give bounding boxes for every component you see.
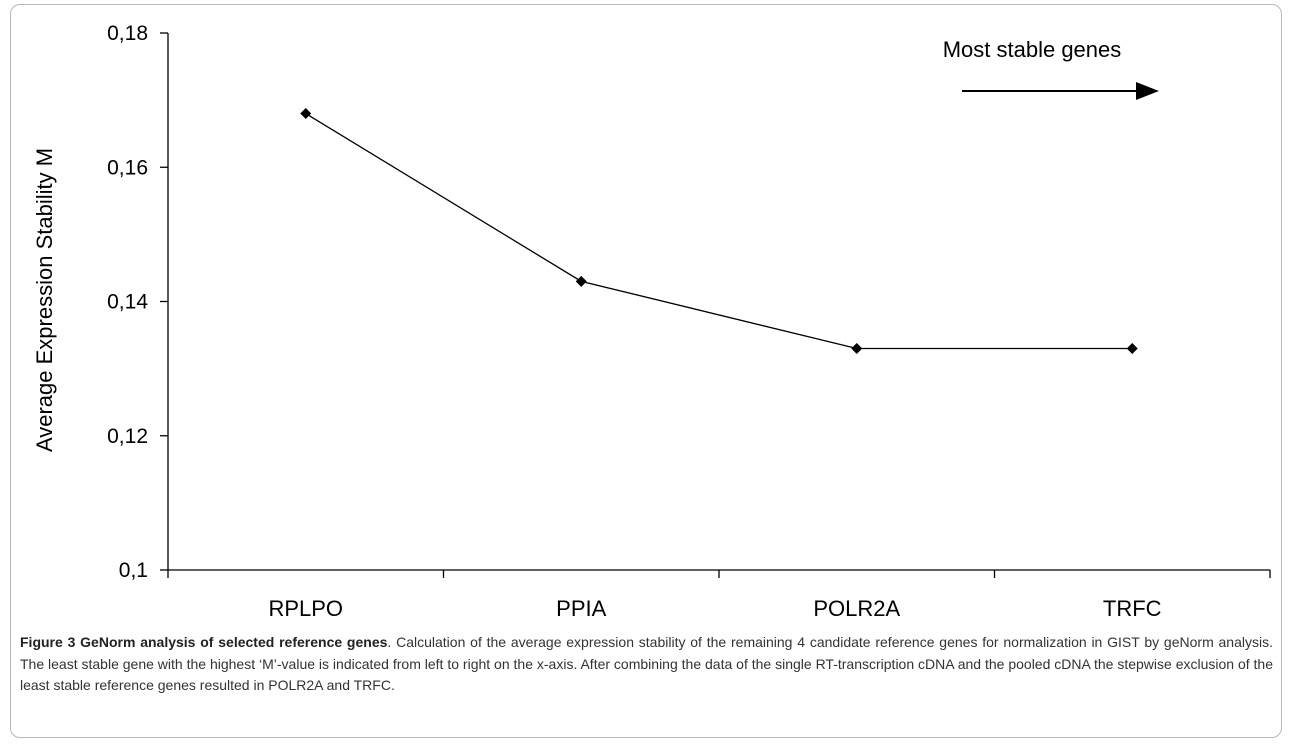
y-tick-label: 0,1: [119, 559, 148, 582]
caption-title: Figure 3 GeNorm analysis of selected ref…: [20, 634, 388, 650]
x-axis: RPLPO PPIA POLR2A TRFC: [167, 569, 1271, 621]
y-tick-label: 0,12: [107, 425, 148, 448]
arrow-annotation: [962, 82, 1159, 100]
x-category-label: RPLPO: [268, 596, 343, 621]
annotation-most-stable: Most stable genes: [943, 37, 1122, 62]
x-category-label: POLR2A: [813, 596, 900, 621]
data-point-marker: [851, 342, 863, 354]
y-axis: 0,1 0,12 0,14 0,16 0,18: [107, 22, 169, 582]
data-point-marker: [575, 275, 587, 287]
arrow-head-icon: [1136, 82, 1159, 100]
series-line: [305, 112, 1133, 350]
y-tick-label: 0,18: [107, 22, 148, 45]
series-group: [300, 108, 1138, 354]
caption-body: . Calculation of the average expression …: [20, 634, 1273, 693]
figure-caption: Figure 3 GeNorm analysis of selected ref…: [20, 632, 1273, 697]
y-tick-label: 0,14: [107, 291, 148, 314]
x-category-label: PPIA: [556, 596, 606, 621]
figure-frame: [10, 4, 1282, 738]
data-point-marker: [300, 108, 312, 120]
data-point-marker: [1126, 342, 1138, 354]
y-axis-title: Average Expression Stability M: [32, 148, 57, 452]
line-chart: 0,10,120,140,160,18 RPLPO PPIA POLR2A TRFC …: [32, 22, 1271, 621]
x-category-label: TRFC: [1103, 596, 1162, 621]
y-tick-label: 0,16: [107, 156, 148, 179]
